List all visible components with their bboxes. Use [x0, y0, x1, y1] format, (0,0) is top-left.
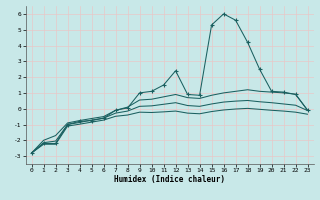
X-axis label: Humidex (Indice chaleur): Humidex (Indice chaleur): [114, 175, 225, 184]
